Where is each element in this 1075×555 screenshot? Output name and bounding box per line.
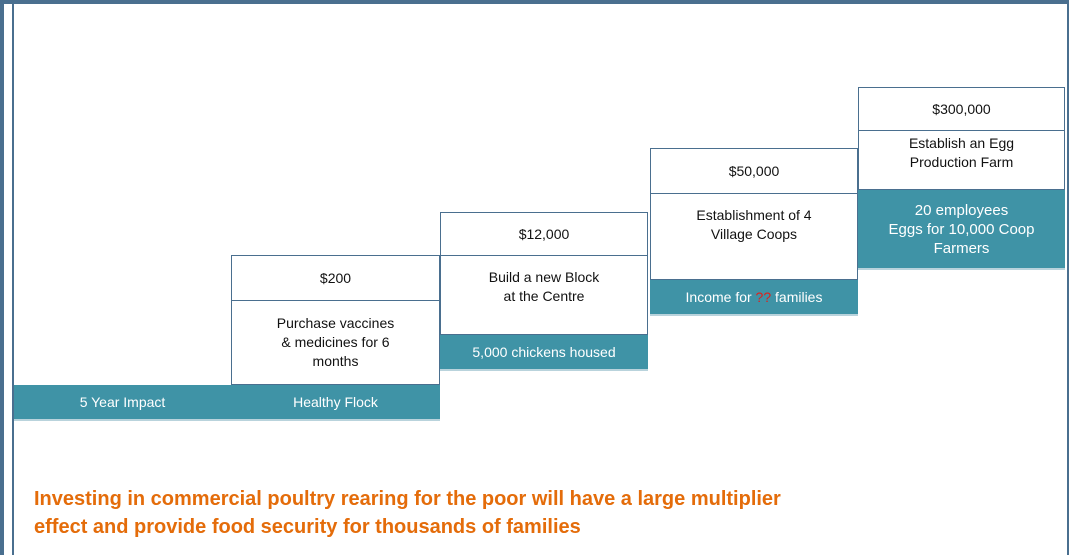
line: Establishment of 4 <box>696 207 812 223</box>
description: Establishment of 4 Village Coops <box>650 193 858 280</box>
line: Village Coops <box>710 226 798 242</box>
amount-text: $12,000 <box>518 225 570 242</box>
line: Build a new Block <box>488 269 600 285</box>
line: Purchase vaccines <box>276 315 395 331</box>
amount: $12,000 <box>440 212 648 256</box>
line: Eggs for 10,000 Coop <box>888 220 1035 238</box>
line: 20 employees <box>914 201 1009 219</box>
amount: $200 <box>231 255 440 301</box>
amount: $300,000 <box>858 87 1065 131</box>
description: Purchase vaccines & medicines for 6 mont… <box>231 300 440 385</box>
amount: $50,000 <box>650 148 858 194</box>
amount-text: $300,000 <box>932 100 991 117</box>
line: & medicines for 6 <box>281 334 390 350</box>
line: months <box>312 353 359 369</box>
line: at the Centre <box>503 288 585 304</box>
line: Establish an Egg <box>908 135 1015 151</box>
label: 5 Year Impact <box>79 393 166 410</box>
amount-text: $50,000 <box>728 162 780 179</box>
impact: 20 employees Eggs for 10,000 Coop Farmer… <box>858 190 1065 270</box>
base-impact: 5 Year Impact <box>14 385 231 421</box>
line: Income for ?? families <box>686 288 823 307</box>
line: Farmers <box>933 239 990 257</box>
footer: Investing in commercial poultry rearing … <box>34 485 781 541</box>
text: Income for <box>685 288 752 305</box>
footer-line: Investing in commercial poultry rearing … <box>34 488 781 510</box>
line: Healthy Flock <box>293 393 378 410</box>
description: Build a new Block at the Centre <box>440 255 648 335</box>
inner-line <box>12 0 14 555</box>
amount-text: $200 <box>319 269 352 286</box>
highlight: ?? <box>755 288 772 305</box>
text: families <box>775 288 823 305</box>
description: Establish an Egg Production Farm <box>858 130 1065 190</box>
line: 5,000 chickens housed <box>472 343 616 360</box>
line: Production Farm <box>909 154 1014 170</box>
impact: Healthy Flock <box>231 385 440 421</box>
footer-line: effect and provide food security for tho… <box>34 516 581 538</box>
impact: Income for ?? families <box>650 280 858 316</box>
impact: 5,000 chickens housed <box>440 335 648 371</box>
